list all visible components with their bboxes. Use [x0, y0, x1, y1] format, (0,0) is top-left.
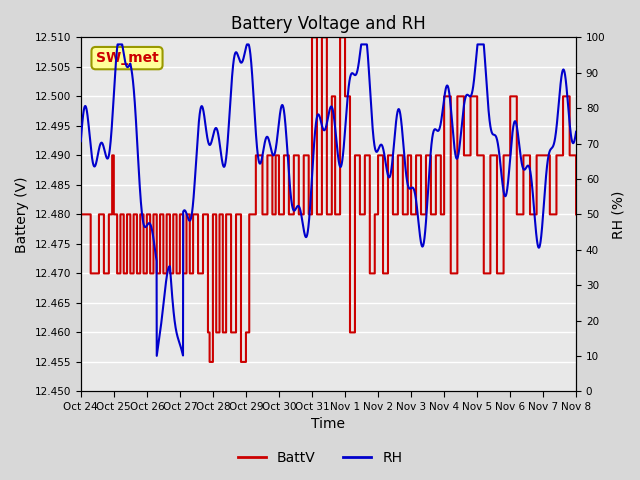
- Title: Battery Voltage and RH: Battery Voltage and RH: [231, 15, 426, 33]
- Y-axis label: RH (%): RH (%): [611, 190, 625, 239]
- Text: SW_met: SW_met: [95, 51, 158, 65]
- X-axis label: Time: Time: [312, 418, 346, 432]
- Y-axis label: Battery (V): Battery (V): [15, 176, 29, 252]
- Legend: BattV, RH: BattV, RH: [232, 445, 408, 471]
